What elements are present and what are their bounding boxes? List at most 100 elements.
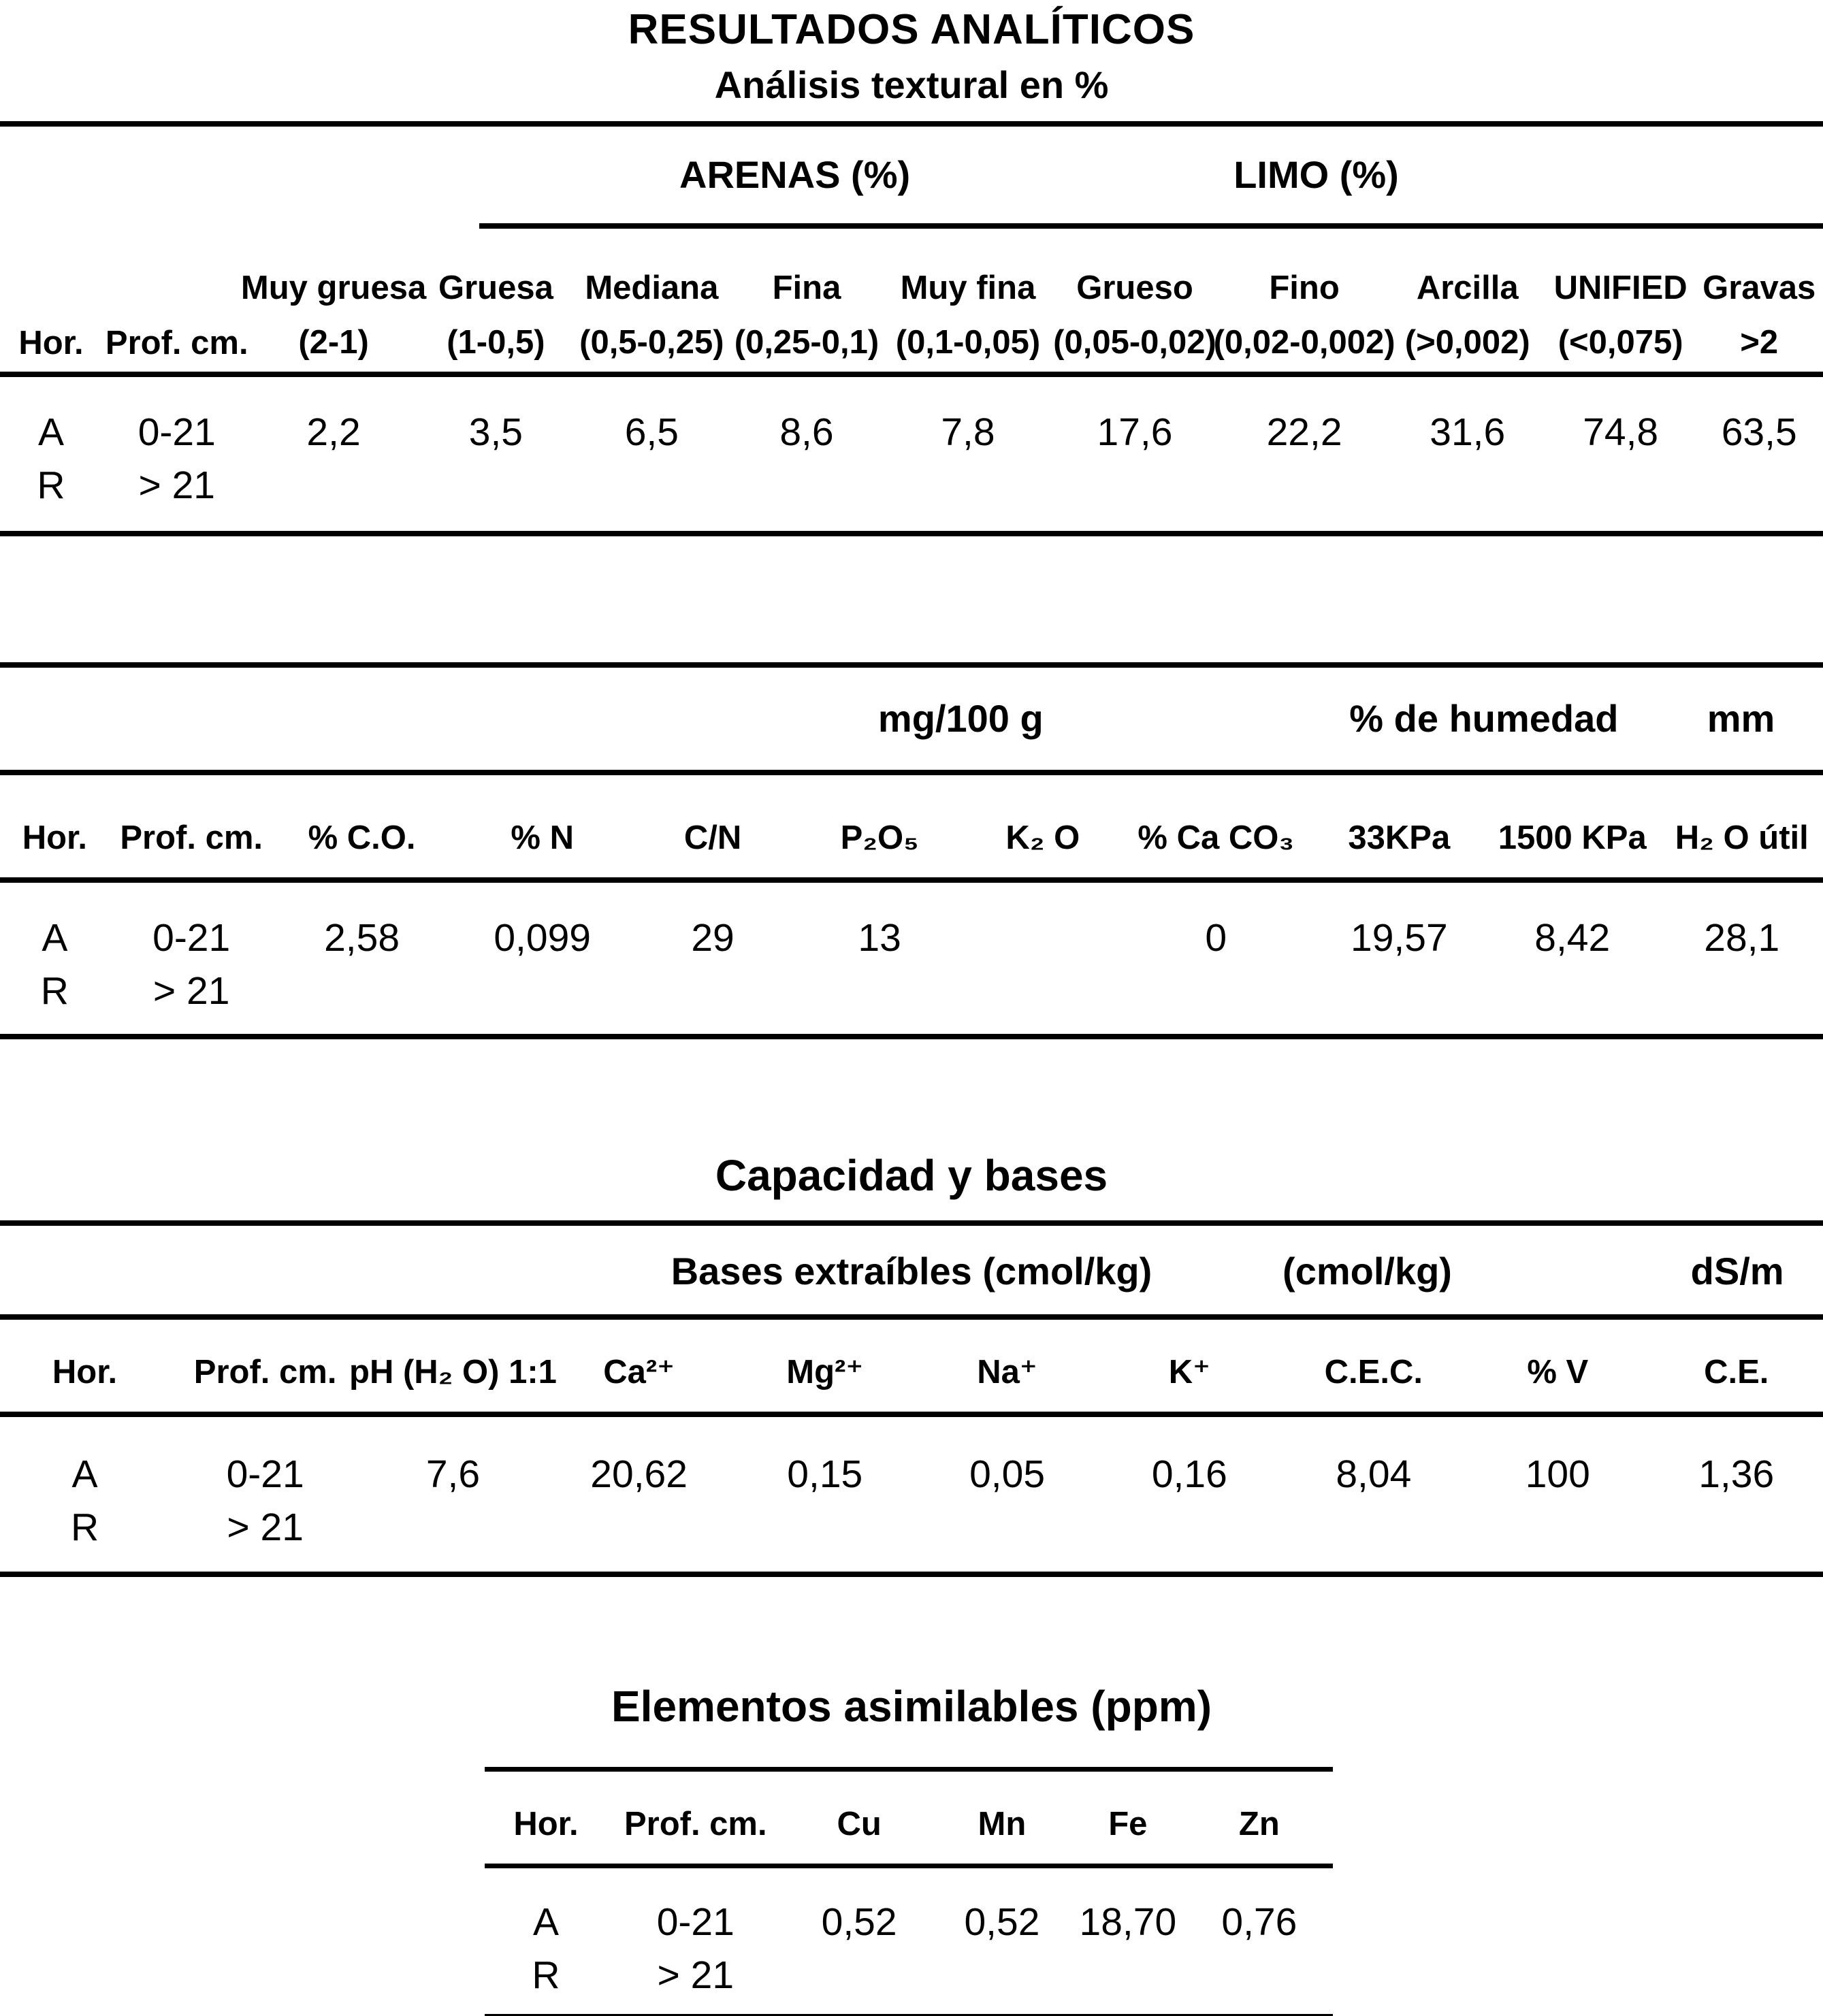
cell-hor: R bbox=[70, 1506, 99, 1549]
chemical-header-row: Hor. Prof. cm. % C.O. % N C/N P₂O₅ K₂ O … bbox=[0, 775, 1823, 877]
column-header-fino: Fino (0,02-0,002) bbox=[1214, 229, 1396, 372]
cell-value: 63,5 bbox=[1721, 410, 1797, 454]
column-header-prof: Prof. cm. bbox=[102, 229, 252, 372]
textural-table: ARENAS (%) LIMO (%) Hor. Prof. cm. Muy g… bbox=[0, 121, 1823, 536]
cell-value bbox=[886, 459, 1050, 512]
group-cmol: (cmol/kg) bbox=[1282, 1250, 1452, 1292]
column-label: Muy fina bbox=[900, 270, 1036, 306]
column-label: Hor. bbox=[513, 1806, 579, 1842]
column-header-muy-gruesa: Muy gruesa (2-1) bbox=[241, 229, 426, 372]
capacidad-group-row: Bases extraíbles (cmol/kg) (cmol/kg) dS/… bbox=[0, 1226, 1823, 1314]
divider bbox=[0, 1314, 1823, 1320]
column-header-ph: pH (H₂ O) 1:1 bbox=[349, 1320, 557, 1412]
cell-prof: 0-21 bbox=[656, 1900, 735, 1944]
cell-value bbox=[968, 964, 1118, 1018]
cell-value: 0,16 bbox=[1151, 1452, 1227, 1496]
column-header-na: Na⁺ bbox=[917, 1320, 1097, 1412]
elementos-data: A 0-21 0,52 0,52 18,70 0,76 R > 21 bbox=[485, 1868, 1332, 2014]
column-label: % C.O. bbox=[308, 819, 416, 856]
column-header-hor: Hor. bbox=[0, 1320, 170, 1412]
column-header-grueso: Grueso (0,05-0,02) bbox=[1050, 229, 1219, 372]
cell-value bbox=[1118, 964, 1314, 1018]
cell-value: 22,2 bbox=[1266, 410, 1342, 454]
divider bbox=[0, 662, 1823, 668]
chemical-table: mg/100 g % de humedad mm Hor. Prof. cm. … bbox=[0, 662, 1823, 1039]
cell-value: 20,62 bbox=[590, 1452, 688, 1496]
cell-value: 0,52 bbox=[964, 1900, 1040, 1944]
column-header-arcilla: Arcilla (>0,002) bbox=[1389, 229, 1546, 372]
column-label: Hor. bbox=[22, 819, 87, 856]
cell-value bbox=[1389, 459, 1546, 512]
column-header-ca: Ca²⁺ bbox=[545, 1320, 733, 1412]
column-label: pH (H₂ O) 1:1 bbox=[349, 1354, 557, 1391]
elementos-table: Hor. Prof. cm. Cu Mn Fe Zn A 0-21 0,52 0… bbox=[485, 1767, 1333, 2016]
column-header-cu: Cu bbox=[784, 1772, 934, 1864]
cell-value: 7,8 bbox=[941, 410, 995, 454]
cell-value bbox=[968, 911, 1118, 964]
cell-prof: > 21 bbox=[227, 1506, 304, 1549]
divider bbox=[0, 1572, 1823, 1577]
column-sublabel: (<0,075) bbox=[1558, 324, 1683, 361]
column-header-n: % N bbox=[450, 775, 634, 877]
cell-value: 2,2 bbox=[306, 410, 361, 454]
column-label: Prof. cm. bbox=[624, 1806, 767, 1842]
elementos-header-row: Hor. Prof. cm. Cu Mn Fe Zn bbox=[485, 1772, 1332, 1864]
column-sublabel: (0,05-0,02) bbox=[1053, 324, 1216, 361]
column-label: C.E.C. bbox=[1324, 1354, 1423, 1391]
column-label: Grueso bbox=[1076, 270, 1193, 306]
cell-value bbox=[784, 1949, 934, 2002]
cell-value bbox=[1070, 1949, 1187, 2002]
column-label: Mg²⁺ bbox=[786, 1354, 864, 1391]
column-label: 1500 KPa bbox=[1498, 819, 1647, 856]
cell-value bbox=[252, 459, 416, 512]
cell-value bbox=[1220, 459, 1389, 512]
divider bbox=[485, 2014, 1333, 2016]
column-header-1500kpa: 1500 KPa bbox=[1484, 775, 1661, 877]
group-limo: LIMO (%) bbox=[1233, 153, 1399, 196]
cell-value bbox=[545, 1501, 733, 1554]
column-header-mg: Mg²⁺ bbox=[733, 1320, 917, 1412]
textural-group-row: ARENAS (%) LIMO (%) bbox=[0, 127, 1823, 223]
divider bbox=[0, 1220, 1823, 1226]
cell-value bbox=[1050, 459, 1219, 512]
table-row: R > 21 bbox=[0, 1501, 1823, 1554]
cell-value: 29 bbox=[691, 916, 735, 960]
cell-hor: A bbox=[37, 410, 64, 454]
cell-prof: > 21 bbox=[138, 464, 216, 507]
column-label: K⁺ bbox=[1168, 1354, 1210, 1391]
capacidad-title: Capacidad y bases bbox=[715, 1151, 1108, 1200]
column-header-gruesa: Gruesa (1-0,5) bbox=[416, 229, 577, 372]
group-mm: mm bbox=[1707, 697, 1775, 740]
divider bbox=[485, 1864, 1333, 1868]
elementos-title: Elementos asimilables (ppm) bbox=[611, 1682, 1212, 1731]
column-label: C.E. bbox=[1704, 1354, 1769, 1391]
column-label: Fina bbox=[772, 270, 841, 306]
column-header-gravas: Gravas >2 bbox=[1695, 229, 1822, 372]
cell-value: 6,5 bbox=[624, 410, 679, 454]
cell-value: 17,6 bbox=[1097, 410, 1173, 454]
group-humedad: % de humedad bbox=[1349, 697, 1619, 740]
column-header-fe: Fe bbox=[1070, 1772, 1187, 1864]
column-label: K₂ O bbox=[1005, 819, 1080, 856]
column-header-muy-fina: Muy fina (0,1-0,05) bbox=[886, 229, 1050, 372]
cell-value: 8,6 bbox=[779, 410, 834, 454]
cell-value: 0,05 bbox=[969, 1452, 1046, 1496]
cell-value: 100 bbox=[1525, 1452, 1590, 1496]
cell-value: 8,42 bbox=[1534, 916, 1611, 960]
cell-value: 0,76 bbox=[1221, 1900, 1297, 1944]
column-header-p2o5: P₂O₅ bbox=[791, 775, 968, 877]
divider bbox=[0, 531, 1823, 536]
column-header-mediana: Mediana (0,5-0,25) bbox=[576, 229, 727, 372]
cell-value bbox=[1695, 459, 1822, 512]
column-header-caco3: % Ca CO₃ bbox=[1118, 775, 1314, 877]
cell-value bbox=[1484, 964, 1661, 1018]
column-label: Fino bbox=[1269, 270, 1340, 306]
column-header-h2o-util: H₂ O útil bbox=[1661, 775, 1823, 877]
cell-hor: R bbox=[532, 1953, 560, 1997]
divider bbox=[0, 1034, 1823, 1039]
cell-value bbox=[274, 964, 451, 1018]
group-mg100g: mg/100 g bbox=[877, 697, 1044, 740]
cell-value bbox=[634, 964, 791, 1018]
column-label: Na⁺ bbox=[977, 1354, 1037, 1391]
